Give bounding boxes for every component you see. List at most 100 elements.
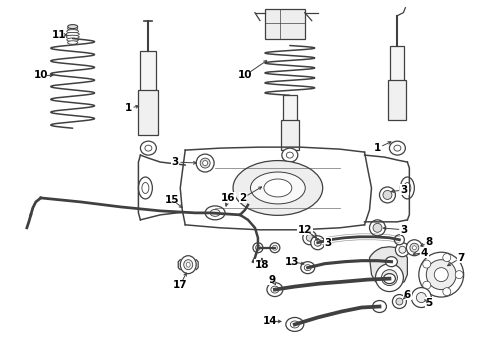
Ellipse shape bbox=[196, 154, 214, 172]
Ellipse shape bbox=[306, 234, 313, 241]
Text: 3: 3 bbox=[324, 238, 331, 248]
Ellipse shape bbox=[400, 177, 415, 199]
Ellipse shape bbox=[384, 274, 395, 284]
Ellipse shape bbox=[395, 243, 409, 257]
Ellipse shape bbox=[271, 286, 279, 293]
Ellipse shape bbox=[404, 183, 411, 193]
Ellipse shape bbox=[68, 27, 78, 30]
Text: 18: 18 bbox=[255, 260, 269, 270]
Circle shape bbox=[423, 260, 431, 268]
Ellipse shape bbox=[416, 293, 426, 302]
Ellipse shape bbox=[412, 288, 431, 307]
Ellipse shape bbox=[286, 318, 304, 332]
Ellipse shape bbox=[382, 270, 397, 285]
Ellipse shape bbox=[419, 252, 464, 297]
Ellipse shape bbox=[138, 177, 152, 199]
Bar bbox=[389, 80, 406, 120]
Ellipse shape bbox=[406, 240, 422, 256]
Ellipse shape bbox=[386, 274, 393, 282]
Ellipse shape bbox=[394, 235, 404, 245]
Ellipse shape bbox=[282, 148, 298, 162]
Text: 12: 12 bbox=[297, 225, 312, 235]
Text: 11: 11 bbox=[51, 30, 66, 40]
Ellipse shape bbox=[67, 30, 78, 33]
Circle shape bbox=[443, 288, 451, 296]
Ellipse shape bbox=[413, 246, 416, 250]
Ellipse shape bbox=[369, 220, 386, 236]
Bar bbox=[391, 45, 404, 105]
Ellipse shape bbox=[304, 265, 311, 271]
Text: 3: 3 bbox=[401, 225, 408, 235]
Ellipse shape bbox=[210, 210, 220, 216]
Bar bbox=[138, 90, 158, 135]
Ellipse shape bbox=[203, 161, 208, 166]
Ellipse shape bbox=[373, 223, 382, 232]
Ellipse shape bbox=[205, 206, 225, 220]
Ellipse shape bbox=[142, 183, 149, 193]
Text: 10: 10 bbox=[238, 71, 252, 80]
Bar bbox=[283, 95, 297, 140]
Ellipse shape bbox=[270, 243, 280, 253]
Ellipse shape bbox=[434, 268, 448, 282]
Ellipse shape bbox=[303, 231, 317, 245]
Polygon shape bbox=[369, 247, 407, 288]
Text: 17: 17 bbox=[173, 280, 188, 289]
Ellipse shape bbox=[250, 172, 305, 204]
Text: 4: 4 bbox=[420, 248, 428, 258]
Ellipse shape bbox=[145, 145, 152, 151]
Circle shape bbox=[423, 281, 431, 289]
Ellipse shape bbox=[264, 179, 292, 197]
Ellipse shape bbox=[290, 321, 299, 328]
Ellipse shape bbox=[68, 41, 78, 44]
Bar bbox=[265, 9, 305, 39]
Bar bbox=[281, 120, 299, 150]
Text: 8: 8 bbox=[426, 237, 433, 247]
Circle shape bbox=[443, 253, 451, 262]
Ellipse shape bbox=[267, 283, 283, 297]
Ellipse shape bbox=[314, 239, 321, 246]
Text: 1: 1 bbox=[125, 103, 132, 113]
Bar bbox=[141, 50, 156, 125]
Ellipse shape bbox=[396, 298, 403, 305]
Text: 3: 3 bbox=[401, 185, 408, 195]
Ellipse shape bbox=[233, 161, 323, 215]
Circle shape bbox=[455, 271, 463, 279]
Text: 9: 9 bbox=[269, 275, 275, 285]
Ellipse shape bbox=[180, 256, 196, 274]
Ellipse shape bbox=[141, 141, 156, 155]
Ellipse shape bbox=[66, 32, 79, 36]
Text: 1: 1 bbox=[374, 143, 381, 153]
Ellipse shape bbox=[383, 190, 392, 199]
Text: 13: 13 bbox=[285, 257, 299, 267]
Text: 16: 16 bbox=[221, 193, 235, 203]
Text: 14: 14 bbox=[263, 316, 277, 327]
Ellipse shape bbox=[68, 24, 77, 28]
Ellipse shape bbox=[311, 236, 325, 250]
Ellipse shape bbox=[301, 262, 315, 274]
Ellipse shape bbox=[426, 260, 456, 289]
Ellipse shape bbox=[399, 246, 406, 253]
Ellipse shape bbox=[394, 145, 401, 151]
Ellipse shape bbox=[272, 245, 277, 250]
Ellipse shape bbox=[253, 243, 263, 253]
Ellipse shape bbox=[392, 294, 406, 309]
Ellipse shape bbox=[66, 35, 79, 39]
Ellipse shape bbox=[410, 243, 419, 252]
Text: 6: 6 bbox=[404, 289, 411, 300]
Ellipse shape bbox=[186, 262, 190, 267]
Text: 15: 15 bbox=[165, 195, 179, 205]
Text: 7: 7 bbox=[458, 253, 465, 263]
Ellipse shape bbox=[184, 260, 193, 270]
Ellipse shape bbox=[372, 301, 387, 312]
Text: 10: 10 bbox=[33, 71, 48, 80]
Ellipse shape bbox=[200, 158, 210, 168]
Ellipse shape bbox=[386, 257, 397, 267]
Text: 5: 5 bbox=[426, 297, 433, 307]
Ellipse shape bbox=[379, 187, 395, 203]
Ellipse shape bbox=[255, 245, 261, 250]
Ellipse shape bbox=[286, 152, 294, 158]
Text: 3: 3 bbox=[172, 157, 179, 167]
Ellipse shape bbox=[390, 141, 405, 155]
Text: 2: 2 bbox=[240, 193, 246, 203]
Ellipse shape bbox=[67, 38, 78, 41]
